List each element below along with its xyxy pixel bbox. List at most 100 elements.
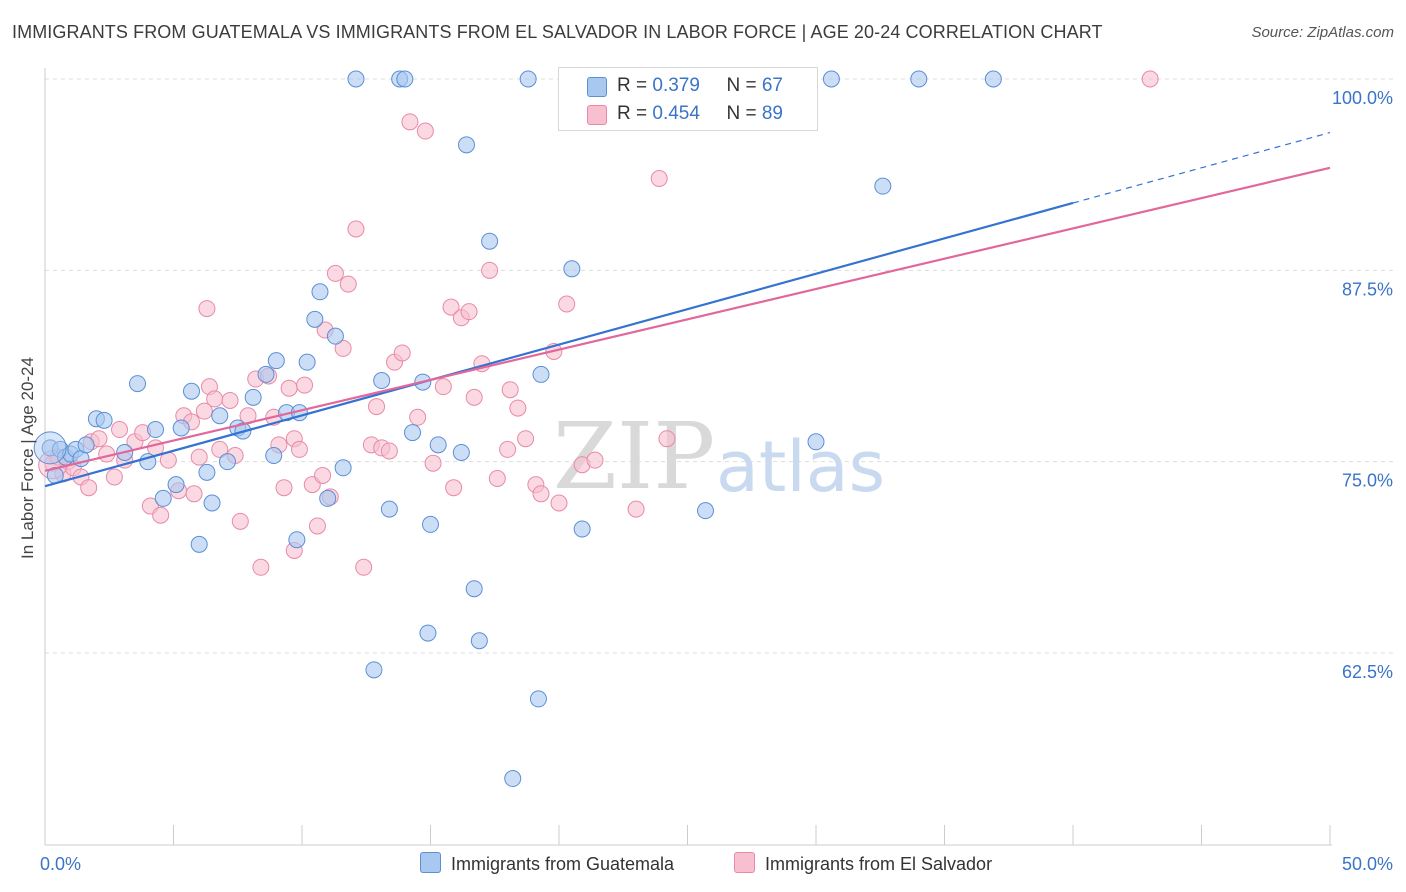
point-guatemala-27 [265, 447, 283, 465]
point-guatemala-41 [380, 500, 398, 518]
point-el-salvador-73 [550, 494, 568, 512]
y-tick-label-2: 75.0% [1342, 471, 1393, 491]
point-el-salvador-57 [416, 122, 434, 140]
x-tick-label-1: 50.0% [1342, 854, 1393, 874]
point-el-salvador-71 [532, 485, 550, 503]
point-guatemala-47 [422, 515, 439, 533]
point-el-salvador-22 [195, 402, 213, 420]
point-guatemala-66 [984, 70, 1002, 88]
point-el-salvador-62 [460, 303, 478, 321]
legend-swatch-el-salvador [587, 105, 607, 125]
point-el-salvador-6 [80, 479, 98, 497]
point-guatemala-57 [532, 365, 550, 383]
point-el-salvador-35 [275, 479, 293, 497]
point-el-salvador-21 [190, 448, 208, 466]
grid-lines [45, 78, 1395, 654]
point-guatemala-38 [347, 70, 365, 88]
point-guatemala-16 [172, 419, 190, 437]
point-guatemala-36 [326, 327, 344, 345]
point-guatemala-37 [334, 459, 352, 477]
point-el-salvador-28 [231, 512, 249, 530]
trend-line-guatemala [44, 201, 1074, 488]
bottom-legend-swatch-guatemala [420, 852, 441, 873]
point-el-salvador-48 [355, 558, 373, 576]
point-el-salvador-67 [501, 381, 519, 399]
point-el-salvador-47 [347, 220, 365, 238]
point-el-salvador-78 [627, 500, 645, 518]
y-tick-label-1: 87.5% [1342, 279, 1393, 299]
point-el-salvador-60 [442, 298, 460, 316]
point-guatemala-15 [167, 476, 185, 494]
x-tick-label-0: 0.0% [40, 854, 81, 874]
point-guatemala-21 [211, 407, 229, 425]
point-guatemala-50 [457, 136, 475, 154]
point-guatemala-40 [373, 372, 391, 390]
legend-swatch-guatemala [587, 77, 607, 97]
point-guatemala-51 [465, 580, 483, 598]
point-guatemala-62 [807, 433, 825, 451]
y-axis-label: In Labor Force | Age 20-24 [18, 357, 37, 559]
point-guatemala-43 [396, 70, 414, 88]
legend-row-guatemala: R = 0.379 N = 67 [617, 75, 783, 96]
point-guatemala-54 [504, 770, 522, 788]
trend-line-guatemala-extension [1072, 131, 1331, 204]
trend-line-el-salvador [44, 166, 1331, 472]
point-el-salvador-66 [488, 470, 506, 488]
bottom-legend-swatch-el-salvador [734, 852, 755, 873]
point-el-salvador-79 [650, 169, 668, 187]
point-guatemala-63 [822, 70, 840, 88]
point-guatemala-49 [452, 443, 470, 461]
point-el-salvador-58 [424, 454, 442, 472]
point-guatemala-9 [95, 411, 113, 429]
point-el-salvador-54 [393, 344, 411, 362]
axes [44, 68, 1332, 846]
point-guatemala-20 [203, 494, 221, 512]
point-guatemala-44 [404, 424, 422, 442]
point-guatemala-14 [154, 489, 172, 507]
source-credit: Source: ZipAtlas.com [1251, 24, 1394, 41]
point-el-salvador-41 [308, 517, 326, 535]
point-el-salvador-46 [339, 275, 357, 293]
point-el-salvador-10 [111, 421, 129, 439]
legend-n-guatemala: 67 [761, 75, 783, 96]
point-el-salvador-52 [380, 442, 398, 460]
point-el-salvador-84 [499, 440, 517, 458]
legend-r-el-salvador: 0.454 [652, 103, 700, 124]
point-el-salvador-25 [211, 440, 229, 458]
watermark-zip: ZIP [553, 403, 715, 510]
point-guatemala-59 [573, 520, 591, 538]
point-guatemala-33 [306, 310, 324, 328]
point-el-salvador-56 [409, 408, 427, 426]
point-el-salvador-69 [517, 430, 535, 448]
point-guatemala-7 [77, 436, 95, 454]
point-guatemala-60 [696, 502, 714, 520]
point-guatemala-large [33, 431, 67, 465]
point-guatemala-35 [319, 489, 337, 507]
point-guatemala-18 [190, 535, 208, 553]
point-guatemala-52 [470, 632, 488, 650]
point-guatemala-19 [198, 463, 216, 481]
point-guatemala-55 [519, 70, 537, 88]
point-el-salvador-65 [481, 261, 499, 279]
point-el-salvador-45 [334, 339, 352, 357]
point-el-salvador-85 [105, 468, 123, 486]
point-guatemala-22 [218, 453, 236, 471]
point-guatemala-58 [563, 260, 581, 278]
point-el-salvador-55 [401, 113, 419, 131]
point-guatemala-65 [910, 70, 928, 88]
point-guatemala-34 [311, 283, 329, 301]
stats-legend: R = 0.379 N = 67 R = 0.454 N = 89 [558, 67, 818, 131]
point-el-salvador-16 [152, 506, 170, 524]
point-el-salvador-76 [586, 451, 604, 469]
legend-row-el-salvador: R = 0.454 N = 89 [617, 103, 783, 124]
bottom-legend-guatemala: Immigrants from Guatemala [420, 852, 674, 875]
point-el-salvador-80 [658, 430, 676, 448]
point-el-salvador-44 [326, 264, 344, 282]
tick-labels: 100.0% 87.5% 75.0% 62.5% 0.0% 50.0% [40, 88, 1393, 874]
point-guatemala-30 [288, 531, 306, 549]
y-tick-label-0: 100.0% [1332, 88, 1393, 108]
point-guatemala-56 [529, 690, 547, 708]
point-guatemala-46 [419, 624, 437, 642]
point-el-salvador-26 [221, 391, 239, 409]
